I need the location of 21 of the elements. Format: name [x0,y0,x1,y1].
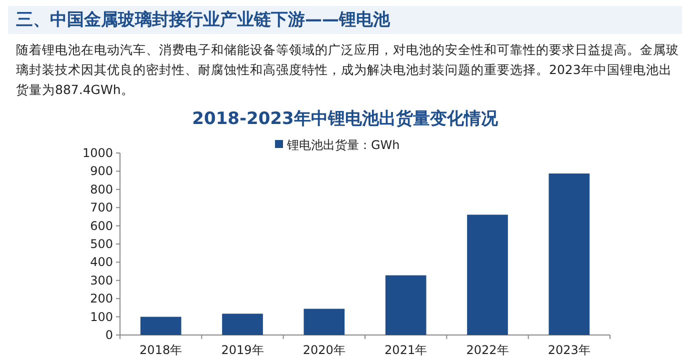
ytick: 500 [90,237,113,251]
xtick: 2023年 [548,343,590,357]
xtick: 2021年 [384,343,428,357]
xtick: 2022年 [466,343,509,357]
title: 2018-2023年中锂电池出货量变化情况 [192,109,498,129]
ytick: 800 [90,182,113,196]
ytick: 1000 [82,146,113,160]
ytick: 300 [90,273,113,288]
xtick: 2020年 [302,343,346,357]
ytick: 200 [90,292,113,306]
legend: 锂电池出货量：GWh [287,138,400,152]
xtick: 2018年 [140,343,182,357]
ytick: 900 [90,164,113,178]
intro-text: 随着锂电池在电动汽车、消费电子和储能设备等领域的广泛应用，对电池的安全性和可靠性的要求日益提高。金属玻璃封装技术因其优良的密封性、耐腐蚀性和高强度特性，成为解决电池封装问题的重要选择。2023年中国锂电池出货量为887.4GWh。 [16,41,680,99]
ytick: 400 [90,255,113,270]
xtick: 2019年 [221,343,264,357]
section-heading: 三、中国金属玻璃封接行业产业链下游——锂电池 [8,6,682,34]
ytick: 100 [90,310,113,324]
ytick: 700 [90,200,113,215]
ytick: 600 [90,218,113,233]
ytick: 0 [105,328,113,342]
